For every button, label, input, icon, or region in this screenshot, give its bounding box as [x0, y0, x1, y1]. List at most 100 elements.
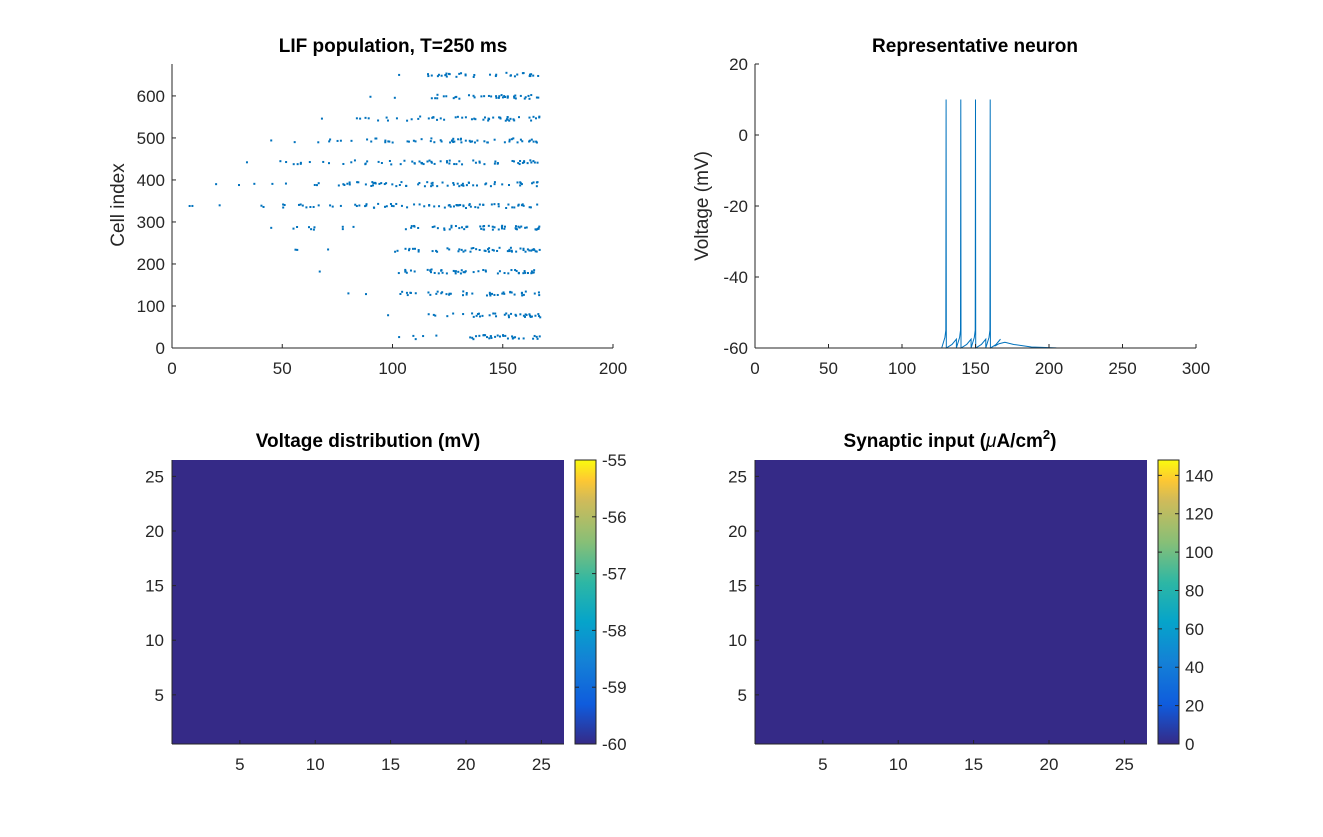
voltage-heatmap-y-tick-label: 10	[145, 631, 164, 650]
spike-dot	[339, 139, 342, 142]
spike-dot	[497, 96, 500, 99]
spike-dot	[355, 117, 358, 120]
spike-dot	[445, 95, 448, 98]
spike-dot	[500, 94, 503, 97]
spike-dot	[530, 249, 533, 252]
spike-dot	[436, 118, 439, 121]
spike-dot	[523, 270, 526, 273]
spike-dot	[372, 182, 375, 185]
spike-dot	[452, 183, 455, 186]
spike-dot	[453, 140, 456, 143]
spike-dot	[472, 247, 475, 250]
spike-dot	[508, 248, 511, 251]
spike-dot	[506, 337, 509, 340]
spike-dot	[435, 249, 438, 252]
spike-dot	[380, 162, 383, 165]
voltage-heatmap-y-tick-label: 5	[155, 686, 164, 705]
spike-dot	[270, 226, 273, 229]
spike-dot	[515, 228, 518, 231]
spike-dot	[463, 228, 466, 231]
spike-dot	[533, 248, 536, 251]
spike-dot	[462, 313, 465, 316]
spike-dot	[434, 97, 437, 100]
raster-y-tick-label: 200	[137, 255, 165, 274]
spike-dot	[440, 74, 443, 77]
spike-dot	[405, 184, 408, 187]
spike-dot	[406, 140, 409, 143]
spike-dot	[498, 270, 501, 273]
spike-dot	[448, 292, 451, 295]
raster-x-tick-label: 100	[378, 359, 406, 378]
spike-dot	[313, 226, 316, 229]
spike-dot	[498, 95, 501, 98]
spike-dot	[486, 141, 489, 144]
spike-dot	[456, 204, 459, 207]
spike-dot	[537, 313, 540, 316]
spike-dot	[496, 249, 499, 252]
spike-dot	[245, 161, 248, 164]
spike-dot	[510, 250, 513, 253]
spike-dot	[509, 117, 512, 120]
spike-dot	[465, 184, 468, 187]
spike-dot	[509, 74, 512, 77]
spike-dot	[513, 96, 516, 99]
spike-dot	[467, 94, 470, 97]
spike-dot	[342, 183, 345, 186]
spike-dot	[465, 207, 468, 210]
spike-dot	[505, 312, 508, 315]
synaptic-heatmap-x-ticks: 5 10 15 20 25	[818, 740, 1134, 774]
spike-dot	[357, 181, 360, 184]
spike-dot	[417, 226, 420, 229]
spike-dot	[511, 206, 514, 209]
spike-dot	[271, 182, 274, 185]
spike-dot	[390, 163, 393, 166]
spike-dot	[501, 292, 504, 295]
spike-dot	[510, 312, 513, 315]
trace-x-tick-label: 300	[1182, 359, 1210, 378]
spike-dot	[435, 334, 438, 337]
spike-dot	[364, 293, 367, 296]
spike-dot	[430, 268, 433, 271]
spike-dot	[532, 140, 535, 143]
spike-dot	[364, 183, 367, 186]
spike-dot	[484, 269, 487, 272]
spike-dot	[460, 269, 463, 272]
spike-dot	[493, 203, 496, 206]
spike-dot	[449, 205, 452, 208]
spike-dot	[452, 97, 455, 100]
spike-dot	[495, 95, 498, 98]
spike-dot	[502, 334, 505, 337]
spike-dot	[469, 140, 472, 143]
spike-dot	[482, 203, 485, 206]
spike-dot	[491, 225, 494, 228]
spike-dot	[450, 226, 453, 229]
spike-dot	[483, 249, 486, 252]
spike-dot	[398, 183, 401, 186]
spike-dot	[282, 203, 285, 206]
spike-dot	[469, 250, 472, 253]
spike-dot	[529, 159, 532, 162]
spike-dot	[342, 162, 345, 165]
spike-dot	[475, 248, 478, 251]
spike-dot	[317, 141, 320, 144]
spike-dot	[520, 225, 523, 228]
spike-dot	[535, 181, 538, 184]
spike-dot	[329, 204, 332, 207]
spike-dot	[449, 292, 452, 295]
spike-dot	[526, 162, 529, 165]
spike-dot	[508, 184, 511, 187]
spike-dot	[484, 334, 487, 337]
spike-dot	[464, 249, 467, 252]
spike-dot	[521, 203, 524, 206]
trace-panel: Representative neuron Voltage (mV) 0 50 10…	[692, 36, 1210, 378]
trace-x-ticks: 0 50 100 150 200 250 300	[750, 344, 1210, 378]
spike-dot	[513, 160, 516, 163]
voltage-heatmap-colorbar-tick-label: -59	[602, 678, 627, 697]
raster-x-tick-label: 50	[273, 359, 292, 378]
spike-dot	[513, 293, 516, 296]
spike-dot	[534, 250, 537, 253]
spike-dot	[430, 97, 433, 100]
spike-dot	[507, 316, 510, 319]
spike-dot	[530, 315, 533, 318]
voltage-heatmap-colorbar-tick-label: -60	[602, 735, 627, 754]
